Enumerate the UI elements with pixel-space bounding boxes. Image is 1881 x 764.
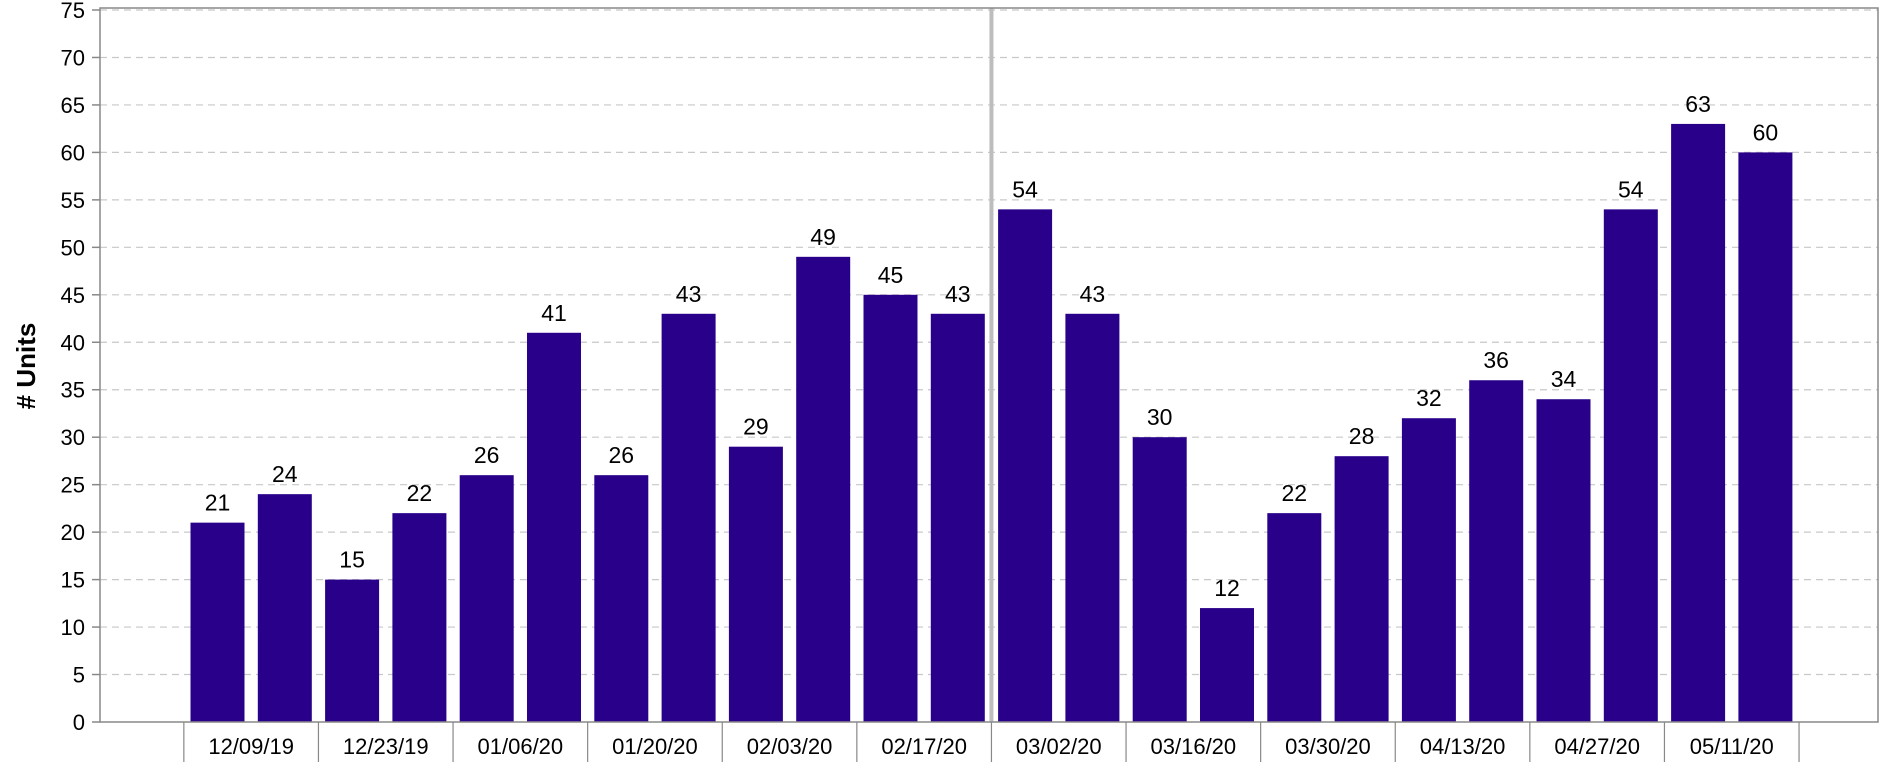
data-label: 21 xyxy=(205,490,231,516)
bar xyxy=(190,522,245,722)
data-label: 60 xyxy=(1753,119,1779,145)
axes: 0 5 10 15 20 25 30 35 40 45 50 55 60 65 70 75 12/09/19 12… xyxy=(61,0,1879,762)
x-tick-label: 02/03/20 xyxy=(747,734,833,759)
y-tick-label: 60 xyxy=(61,140,85,165)
y-tick-label: 20 xyxy=(61,520,85,545)
y-tick-label: 65 xyxy=(61,93,85,118)
bar xyxy=(325,579,380,722)
x-tick-label: 03/02/20 xyxy=(1016,734,1102,759)
bar xyxy=(1603,209,1658,723)
x-tick-label: 03/30/20 xyxy=(1285,734,1371,759)
x-tick-label: 02/17/20 xyxy=(881,734,967,759)
bar xyxy=(1132,437,1187,722)
data-label: 43 xyxy=(676,281,702,307)
x-tick-label: 12/23/19 xyxy=(343,734,429,759)
bar xyxy=(1200,608,1254,722)
data-label: 24 xyxy=(272,461,298,487)
y-tick-label: 0 xyxy=(73,710,85,735)
y-tick-label: 45 xyxy=(61,283,85,308)
data-label: 49 xyxy=(810,224,836,250)
data-label: 26 xyxy=(474,442,500,468)
bar xyxy=(1065,313,1120,722)
bar xyxy=(998,209,1053,723)
bar xyxy=(796,256,851,722)
bar xyxy=(594,475,649,722)
data-label: 54 xyxy=(1618,176,1644,202)
data-label: 34 xyxy=(1551,366,1577,392)
bar xyxy=(1738,152,1793,722)
y-tick-label: 15 xyxy=(61,568,85,593)
x-tick-label: 01/06/20 xyxy=(478,734,564,759)
data-label: 54 xyxy=(1012,176,1038,202)
y-tick-label: 25 xyxy=(61,473,85,498)
y-tick-label: 30 xyxy=(61,425,85,450)
y-tick-label: 35 xyxy=(61,378,85,403)
x-tick-label: 12/09/19 xyxy=(208,734,294,759)
x-tick-label: 04/13/20 xyxy=(1420,734,1506,759)
data-label: 30 xyxy=(1147,404,1173,430)
data-label: 22 xyxy=(1282,480,1308,506)
plot-frame xyxy=(99,7,1879,723)
data-label: 15 xyxy=(339,547,365,573)
data-label: 43 xyxy=(945,281,971,307)
y-tick-label: 50 xyxy=(61,235,85,260)
y-tick-label: 55 xyxy=(61,188,85,213)
bar xyxy=(1671,123,1726,723)
bar xyxy=(1334,456,1389,722)
data-label: 36 xyxy=(1483,347,1509,373)
x-tick-label: 01/20/20 xyxy=(612,734,698,759)
y-tick-label: 5 xyxy=(73,663,85,688)
y-tick-label: 70 xyxy=(61,45,85,70)
bar xyxy=(1267,513,1322,722)
bars xyxy=(190,123,1793,723)
bar xyxy=(1536,399,1591,722)
y-tick-label: 10 xyxy=(61,615,85,640)
bar xyxy=(661,313,716,722)
bar xyxy=(1469,380,1524,722)
bar xyxy=(930,313,985,722)
data-label: 43 xyxy=(1080,281,1106,307)
data-label: 29 xyxy=(743,414,769,440)
x-tick-label: 04/27/20 xyxy=(1554,734,1640,759)
bar xyxy=(728,446,783,722)
y-axis-title: # Units xyxy=(11,323,41,410)
data-label: 22 xyxy=(407,480,433,506)
data-label: 26 xyxy=(609,442,635,468)
bar xyxy=(863,294,918,722)
x-tick-label: 05/11/20 xyxy=(1690,734,1774,759)
bar xyxy=(257,494,312,722)
bar xyxy=(527,332,581,722)
data-label: 41 xyxy=(541,300,567,326)
bar xyxy=(392,513,447,722)
data-label: 32 xyxy=(1416,385,1442,411)
data-labels: 21 24 15 22 26 41 26 43 29 49 45 43 54 43 30 12 22 28 32 36… xyxy=(205,91,1778,601)
y-tick-label: 40 xyxy=(61,330,85,355)
y-tick-label: 75 xyxy=(61,0,85,23)
data-label: 12 xyxy=(1214,575,1240,601)
bar xyxy=(1401,418,1456,722)
data-label: 63 xyxy=(1685,91,1711,117)
data-label: 28 xyxy=(1349,423,1375,449)
data-label: 45 xyxy=(878,262,904,288)
bar xyxy=(459,475,514,722)
x-tick-label: 03/16/20 xyxy=(1151,734,1237,759)
